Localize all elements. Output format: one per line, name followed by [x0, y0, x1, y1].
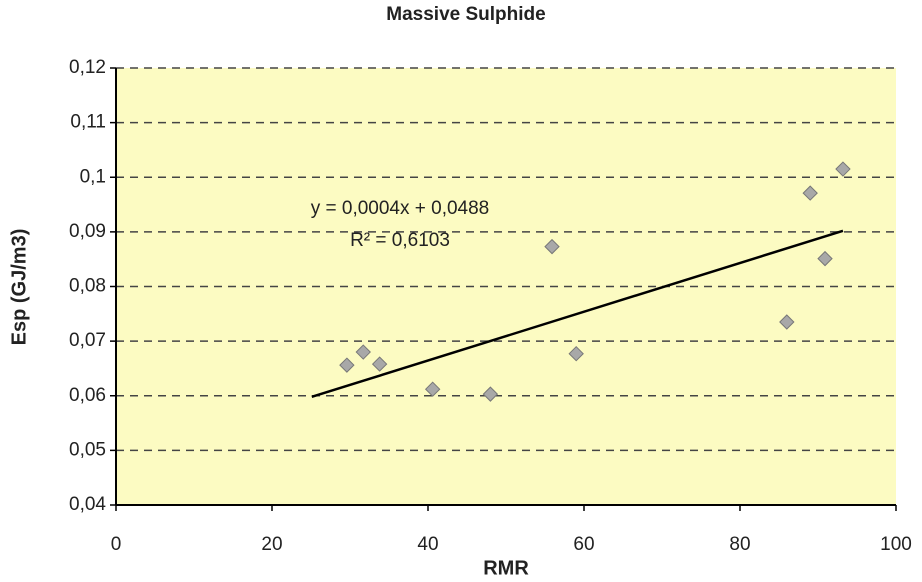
- x-tick-label: 40: [417, 534, 438, 555]
- data-point: [424, 381, 441, 397]
- x-tick-label: 100: [880, 534, 912, 555]
- x-tick-label: 20: [261, 534, 282, 555]
- data-point: [568, 345, 584, 362]
- data-point: [544, 238, 560, 255]
- trendline: [311, 229, 844, 399]
- chart-title: Massive Sulphide: [386, 4, 545, 25]
- x-axis-label: RMR: [483, 557, 529, 579]
- y-tick-label: 0,08: [69, 276, 106, 297]
- r-squared: R² = 0,6103: [350, 230, 450, 251]
- y-tick-label: 0,11: [70, 112, 106, 133]
- y-tick-label: 0,12: [69, 57, 106, 78]
- y-tick-label: 0,07: [69, 330, 106, 351]
- data-point: [802, 185, 818, 201]
- y-tick-label: 0,04: [69, 494, 106, 515]
- data-point: [779, 314, 795, 330]
- trendline-equation: y = 0,0004x + 0,0488: [311, 198, 490, 219]
- y-axis-label: Esp (GJ/m3): [8, 229, 30, 346]
- data-point: [371, 356, 388, 372]
- data-point: [339, 357, 355, 373]
- data-point: [482, 386, 499, 402]
- x-tick-label: 80: [729, 534, 750, 555]
- x-tick-label: 60: [573, 534, 594, 555]
- data-point: [355, 344, 371, 360]
- y-tick-label: 0,06: [69, 385, 106, 406]
- data-point: [817, 250, 833, 267]
- y-tick-label: 0,05: [69, 439, 106, 460]
- x-tick-label: 0: [111, 534, 122, 555]
- data-point: [835, 161, 851, 177]
- y-tick-label: 0,09: [69, 221, 106, 242]
- y-tick-label: 0,1: [80, 166, 106, 187]
